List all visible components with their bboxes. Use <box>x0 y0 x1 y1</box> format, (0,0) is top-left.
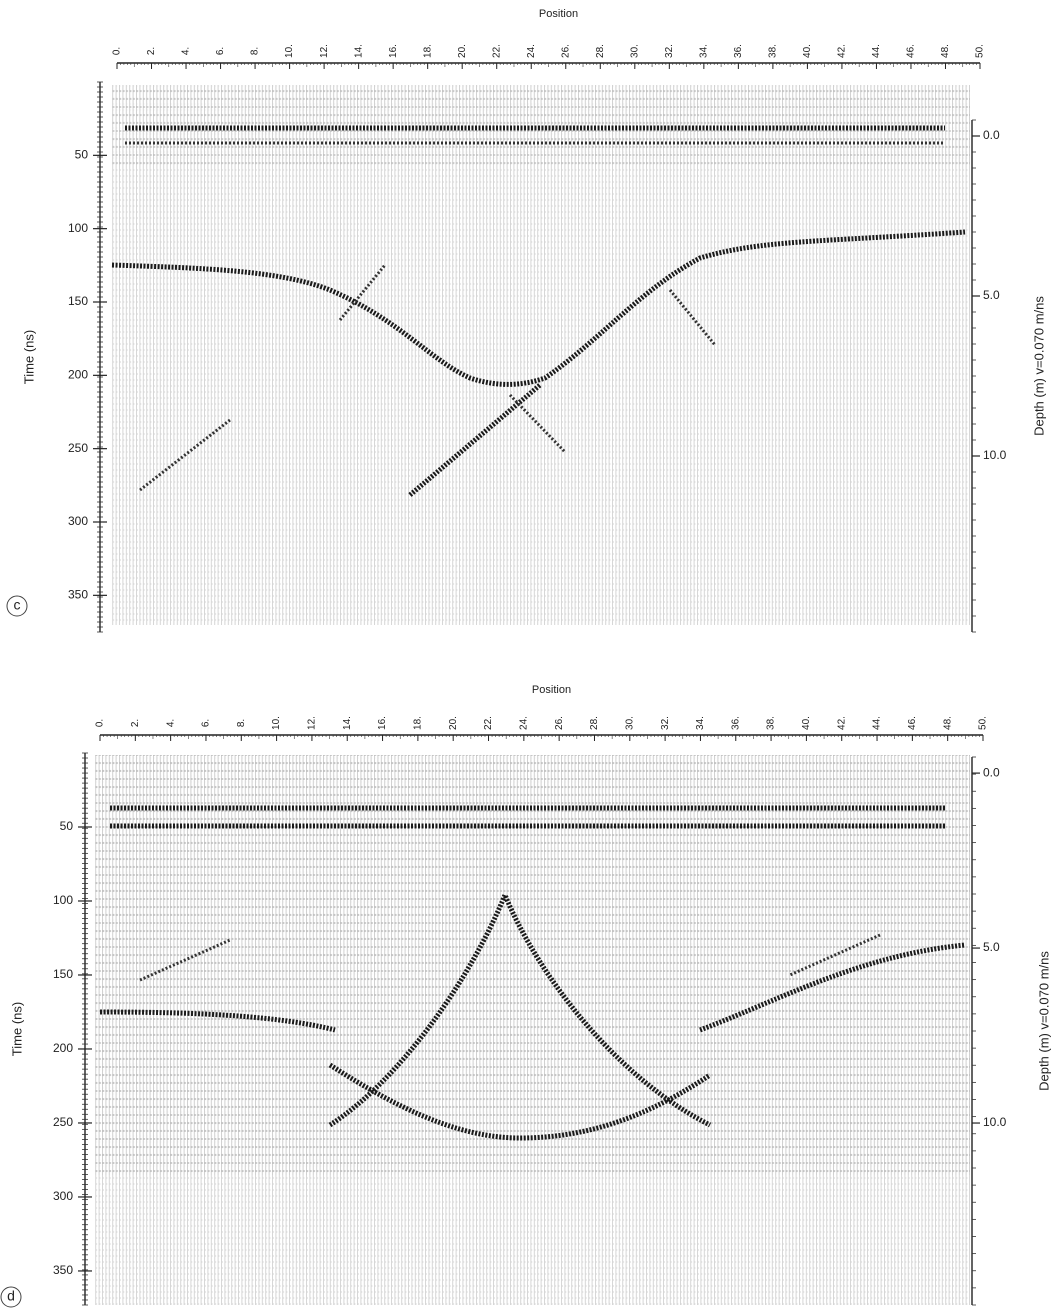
y-axis-title: Time (ns) <box>21 330 36 384</box>
x-tick-label: 6. <box>215 47 226 55</box>
page: {"chart_data": [ {"type": "radargram", "… <box>0 0 1055 1311</box>
x-tick-label: 12. <box>307 716 318 730</box>
y-tick-label: 150 <box>68 294 88 308</box>
y2-tick-label: 0.0 <box>983 765 1000 779</box>
x-tick-label: 50. <box>978 716 989 730</box>
y-tick-label: 200 <box>53 1041 73 1055</box>
x-tick-label: 4. <box>165 719 176 727</box>
y-tick-label: 50 <box>60 819 74 833</box>
x-tick-label: 14. <box>353 44 364 58</box>
x-tick-label: 2. <box>146 47 157 55</box>
y2-tick-label: 10.0 <box>983 1115 1007 1129</box>
x-axis-title: Position <box>539 8 578 20</box>
y-tick-label: 350 <box>68 588 88 602</box>
x-tick-label: 20. <box>448 716 459 730</box>
x-axis-title: Position <box>532 684 571 696</box>
y-tick-label: 250 <box>53 1115 73 1129</box>
x-tick-label: 8. <box>236 719 247 727</box>
y-tick-label: 250 <box>68 441 88 455</box>
y-tick-label: 200 <box>68 368 88 382</box>
x-tick-label: 48. <box>942 716 953 730</box>
x-tick-label: 16. <box>388 44 399 58</box>
x-tick-label: 12. <box>319 44 330 58</box>
x-tick-label: 32. <box>664 44 675 58</box>
x-tick-label: 34. <box>698 44 709 58</box>
x-tick-label: 36. <box>730 716 741 730</box>
figure: Position Time (ns) Depth (m) v=0.070 m/ns c… <box>0 0 1055 1311</box>
y2-axis-title: Depth (m) v=0.070 m/ns <box>1031 296 1046 436</box>
x-tick-label: 6. <box>201 719 212 727</box>
y-tick-label: 150 <box>53 967 73 981</box>
x-tick-label: 40. <box>802 44 813 58</box>
x-tick-label: 42. <box>837 44 848 58</box>
x-tick-label: 26. <box>554 716 565 730</box>
radar-band <box>95 755 970 1175</box>
x-tick-label: 24. <box>518 716 529 730</box>
y2-tick-label: 10.0 <box>983 448 1007 462</box>
x-tick-label: 46. <box>907 716 918 730</box>
x-tick-label: 40. <box>801 716 812 730</box>
x-tick-label: 32. <box>660 716 671 730</box>
y-tick-label: 300 <box>53 1189 73 1203</box>
y-tick-label: 350 <box>53 1263 73 1277</box>
x-tick-label: 0. <box>112 47 123 55</box>
radar-background <box>112 85 970 625</box>
x-tick-label: 22. <box>491 44 502 58</box>
x-tick-label: 20. <box>457 44 468 58</box>
x-tick-label: 8. <box>250 47 261 55</box>
y2-tick-label: 5.0 <box>983 940 1000 954</box>
x-tick-label: 44. <box>871 44 882 58</box>
panel-label: d <box>7 1288 15 1304</box>
x-tick-label: 10. <box>271 716 282 730</box>
x-tick-label: 30. <box>624 716 635 730</box>
x-tick-label: 4. <box>181 47 192 55</box>
x-tick-label: 18. <box>413 716 424 730</box>
x-tick-label: 38. <box>766 716 777 730</box>
x-tick-label: 50. <box>975 44 986 58</box>
x-tick-label: 26. <box>560 44 571 58</box>
x-tick-label: 14. <box>342 716 353 730</box>
y-tick-label: 50 <box>75 148 89 162</box>
panel-label: c <box>14 597 21 613</box>
x-tick-label: 48. <box>940 44 951 58</box>
x-tick-label: 36. <box>733 44 744 58</box>
y2-tick-label: 5.0 <box>983 288 1000 302</box>
x-tick-label: 24. <box>526 44 537 58</box>
y2-axis-title: Depth (m) v=0.070 m/ns <box>1036 951 1051 1091</box>
x-tick-label: 10. <box>284 44 295 58</box>
x-tick-label: 42. <box>836 716 847 730</box>
y-tick-label: 100 <box>53 893 73 907</box>
x-tick-label: 30. <box>629 44 640 58</box>
radar-band <box>112 85 970 165</box>
x-tick-label: 46. <box>906 44 917 58</box>
y-tick-label: 100 <box>68 221 88 235</box>
x-tick-label: 38. <box>768 44 779 58</box>
x-tick-label: 2. <box>130 719 141 727</box>
x-tick-label: 28. <box>595 44 606 58</box>
x-tick-label: 22. <box>483 716 494 730</box>
x-tick-label: 16. <box>377 716 388 730</box>
x-tick-label: 18. <box>422 44 433 58</box>
y-axis-title: Time (ns) <box>9 1002 24 1056</box>
y2-tick-label: 0.0 <box>983 128 1000 142</box>
y-tick-label: 300 <box>68 514 88 528</box>
x-tick-label: 44. <box>872 716 883 730</box>
x-tick-label: 28. <box>589 716 600 730</box>
x-tick-label: 0. <box>95 719 106 727</box>
x-tick-label: 34. <box>695 716 706 730</box>
